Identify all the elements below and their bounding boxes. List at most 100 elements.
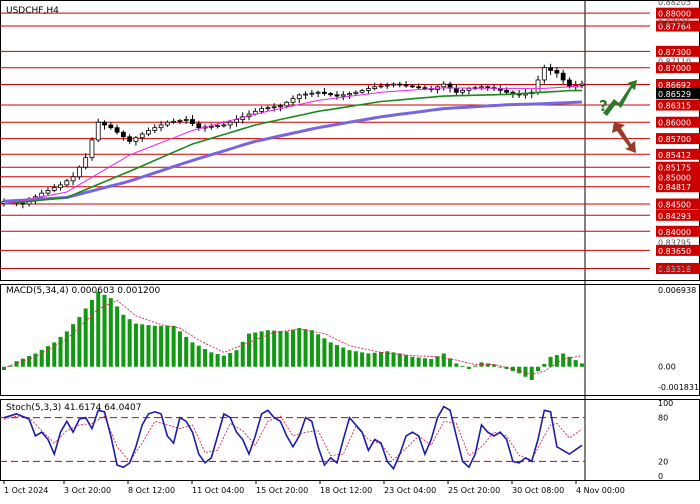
candle-body (158, 124, 164, 129)
macd-bar (64, 331, 69, 367)
candle-body (328, 93, 334, 96)
macd-bar (580, 363, 584, 367)
level-label: 0.88000 (658, 10, 691, 19)
candle-body (120, 131, 126, 138)
candle-body (384, 84, 390, 87)
macd-bar (466, 366, 471, 369)
macd-bar (366, 353, 371, 367)
macd-bar (14, 361, 19, 367)
candle-body (190, 119, 195, 124)
price-tick-label: 0.87835 (658, 18, 691, 27)
x-axis: 1 Oct 2024 3 Oct 20:00 8 Oct 12:00 11 Oct 0… (3, 480, 625, 495)
level-label-bg (656, 209, 700, 221)
level-label: 0.84500 (658, 201, 691, 210)
x-tick-label: 8 Oct 12:00 (128, 486, 175, 495)
macd-bar (341, 347, 346, 367)
macd-bar (448, 358, 453, 367)
macd-bar (259, 331, 264, 367)
candle-body (95, 121, 101, 141)
stoch-tick-label: 80 (658, 414, 668, 423)
candle-body (114, 127, 120, 133)
macd-bar (404, 355, 409, 367)
macd-bar (561, 353, 566, 367)
candle-body (51, 187, 57, 191)
x-tick-label: 23 Oct 04:00 (384, 486, 436, 495)
macd-bar (536, 366, 541, 372)
stoch-tick-label: 0 (658, 472, 663, 481)
candle-body (70, 176, 76, 182)
candle-body (353, 91, 359, 94)
level-label: 0.84817 (658, 183, 691, 192)
candle-body (215, 125, 221, 128)
candle-body (89, 139, 95, 159)
macd-bar (278, 330, 283, 367)
candle-body (83, 157, 89, 168)
candle-body (309, 92, 315, 95)
candle-body (234, 119, 239, 123)
candle-body (127, 136, 133, 142)
level-label: 0.85412 (658, 151, 691, 160)
macd-bar (265, 330, 270, 367)
x-tick-label: 11 Oct 04:00 (192, 486, 244, 495)
current-price-bg (656, 87, 700, 99)
candle-body (303, 93, 308, 96)
candle-body (347, 93, 352, 96)
candle-body (504, 89, 510, 93)
candle-body (171, 120, 177, 123)
candle-body (554, 70, 560, 74)
macd-bar (567, 356, 572, 367)
macd-bar (209, 352, 214, 367)
forecast-arrows: ? (599, 80, 637, 153)
candle-body (102, 121, 107, 126)
stoch-title: Stoch(5,3,3) 41.6174 64.0407 (6, 403, 141, 413)
candle-body (152, 127, 158, 131)
macd-signal-line (3, 299, 583, 375)
candle-body (453, 87, 459, 93)
level-label-bg (656, 78, 700, 90)
candle-body (208, 125, 214, 128)
macd-bar (27, 356, 32, 367)
stoch-main-line (3, 405, 583, 471)
candle-body (441, 83, 447, 88)
level-label-bg (656, 148, 700, 160)
candle-body (560, 72, 566, 81)
candle-body (460, 89, 466, 93)
candle-body (466, 88, 472, 91)
macd-bar (548, 356, 553, 367)
stoch-tick-label: 20 (658, 457, 668, 466)
candle-body (133, 137, 139, 142)
macd-bar (297, 328, 302, 367)
candle-body (535, 79, 541, 93)
candle-body (548, 67, 553, 71)
level-label: 0.83650 (658, 247, 691, 256)
macd-bar (2, 366, 6, 371)
candle-body (108, 124, 114, 129)
current-price-label: 0.86529 (658, 90, 691, 99)
stoch-tick-label: 100 (658, 399, 673, 408)
level-label-bg (656, 198, 700, 210)
price-levels: 0.88000 0.87764 0.87300 0.87000 0.86692 0.863… (0, 7, 700, 274)
x-tick-label: 25 Oct 20:00 (448, 486, 500, 495)
candle-body (296, 94, 302, 100)
candle-body (183, 119, 189, 121)
level-label: 0.84293 (658, 212, 691, 221)
candle-body (259, 108, 264, 112)
level-label-bg (656, 161, 700, 173)
candle-body (227, 121, 233, 126)
macd-bar (140, 324, 145, 367)
macd-bar (523, 366, 528, 377)
candle-body (221, 124, 227, 127)
level-label: 0.85700 (658, 135, 691, 144)
candle-body (359, 90, 365, 93)
candle-body (479, 86, 484, 89)
level-label: 0.87000 (658, 64, 691, 73)
macd-tick-label: 0.006938 (658, 286, 696, 295)
candle-body (416, 86, 422, 89)
main-panel-frame (0, 0, 700, 281)
price-tick-label: 0.88205 (658, 0, 691, 7)
macd-bar (385, 351, 390, 367)
x-tick-label: 18 Oct 12:00 (320, 486, 372, 495)
macd-bar (83, 308, 88, 367)
macd-bar (492, 364, 497, 367)
macd-bar (573, 360, 578, 367)
